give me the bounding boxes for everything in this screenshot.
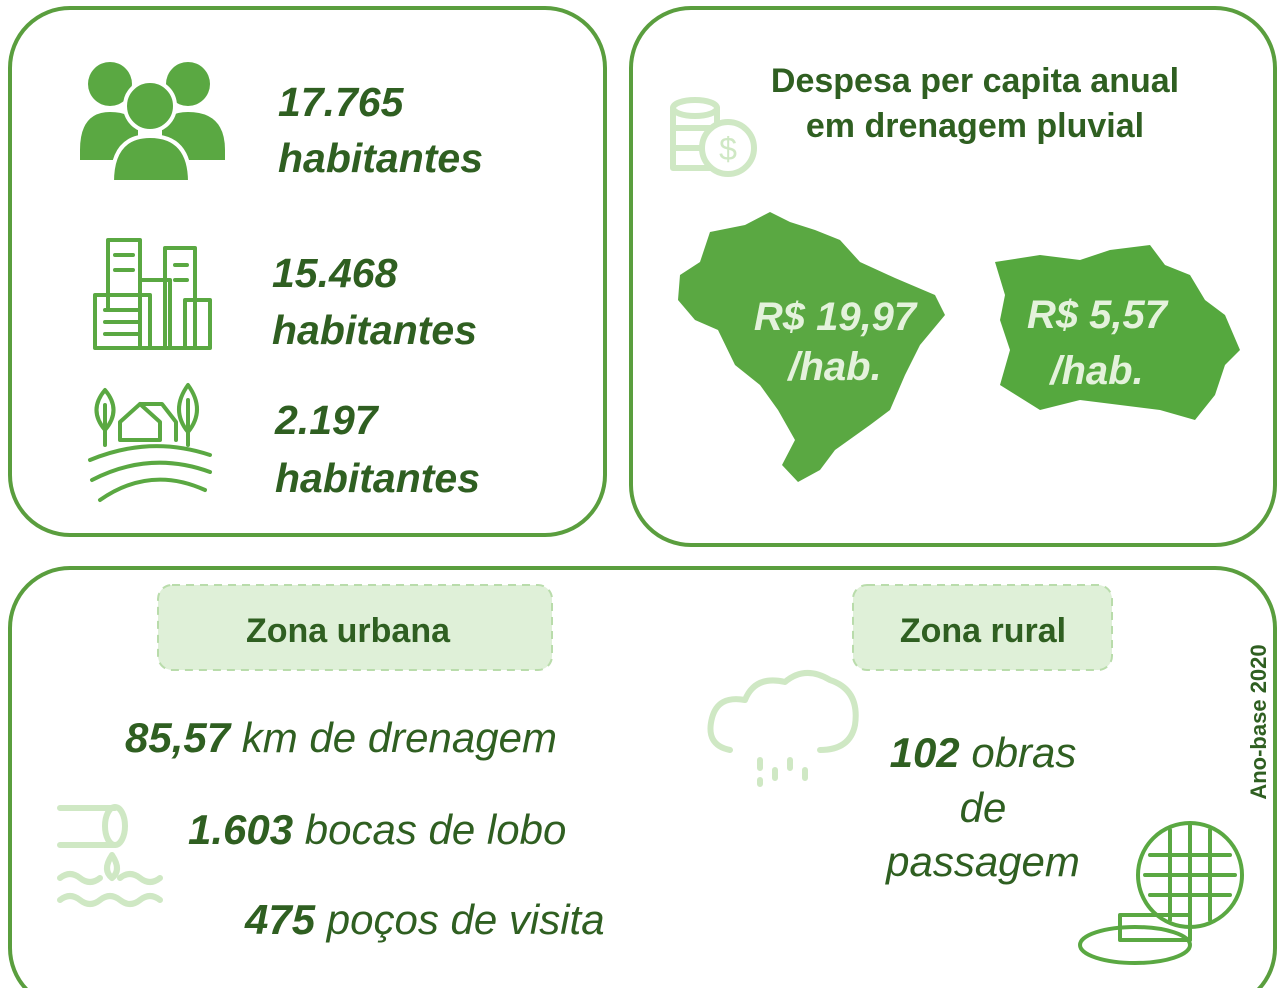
year-note: Ano-base 2020 bbox=[1246, 644, 1271, 799]
urban-label: Zona urbana bbox=[246, 612, 451, 650]
expense-panel bbox=[629, 6, 1277, 547]
cloud-icon bbox=[707, 670, 859, 787]
grate-icon bbox=[1078, 821, 1244, 965]
item-value: 102 bbox=[890, 729, 960, 776]
population-panel bbox=[8, 6, 607, 537]
item-text: bocas de lobo bbox=[305, 806, 567, 853]
municipality-map bbox=[995, 245, 1240, 420]
brazil-expense: R$ 19,97 bbox=[754, 295, 918, 339]
urban-item: 1.603 bocas de lobo bbox=[188, 806, 566, 853]
item-value: 1.603 bbox=[188, 806, 293, 853]
drainage-panel bbox=[8, 566, 1277, 988]
population-unit: habitantes bbox=[275, 455, 480, 501]
rural-item: de bbox=[960, 784, 1007, 831]
urban-badge bbox=[157, 584, 553, 671]
panel-title: Despesa per capita anual bbox=[771, 62, 1179, 100]
item-text: km de drenagem bbox=[242, 714, 557, 761]
city-icon bbox=[93, 238, 212, 350]
brazil-expense-unit: /hab. bbox=[786, 345, 881, 389]
rural-population: 2.197 bbox=[274, 397, 380, 443]
rural-item: 102 obras bbox=[890, 729, 1077, 776]
coins-icon: $ bbox=[670, 97, 757, 177]
brazil-map bbox=[678, 212, 945, 482]
rural-icon bbox=[88, 383, 212, 502]
total-population: 17.765 bbox=[278, 79, 405, 125]
population-unit: habitantes bbox=[272, 307, 477, 353]
item-value: 475 bbox=[244, 896, 316, 943]
panel-title: em drenagem pluvial bbox=[806, 107, 1144, 145]
item-text: obras bbox=[971, 729, 1076, 776]
item-text: poços de visita bbox=[325, 896, 605, 943]
rural-item: passagem bbox=[884, 838, 1080, 885]
item-value: 85,57 bbox=[125, 714, 232, 761]
svg-text:$: $ bbox=[719, 131, 737, 167]
municipality-expense-unit: /hab. bbox=[1048, 349, 1143, 393]
urban-item: 475 poços de visita bbox=[244, 896, 605, 943]
people-icon bbox=[80, 62, 225, 184]
municipality-expense: R$ 5,57 bbox=[1027, 293, 1169, 337]
urban-population: 15.468 bbox=[272, 250, 398, 296]
population-unit: habitantes bbox=[278, 135, 483, 181]
rural-badge bbox=[852, 584, 1113, 671]
pipe-icon bbox=[57, 804, 163, 907]
urban-item: 85,57 km de drenagem bbox=[125, 714, 557, 761]
rural-label: Zona rural bbox=[900, 612, 1066, 650]
